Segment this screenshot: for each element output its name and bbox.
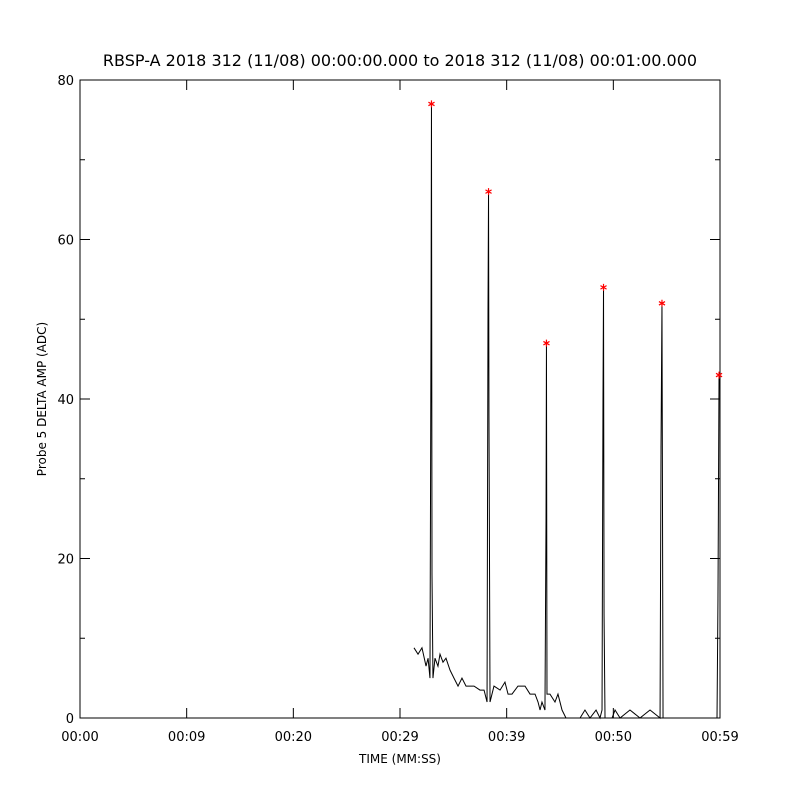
peak-marker — [658, 299, 666, 307]
x-tick-label: 00:39 — [488, 730, 525, 745]
chart-title: RBSP-A 2018 312 (11/08) 00:00:00.000 to … — [103, 51, 697, 70]
x-tick-label: 00:20 — [275, 730, 312, 745]
x-tick-label: 00:00 — [61, 730, 98, 745]
peak-marker — [485, 188, 492, 196]
peak-marker — [428, 100, 435, 108]
y-tick-label: 60 — [57, 234, 74, 249]
x-axis-label: TIME (MM:SS) — [358, 752, 441, 766]
x-tick-label: 00:09 — [168, 730, 205, 745]
y-tick-label: 80 — [57, 74, 74, 89]
peak-marker — [715, 371, 723, 379]
y-tick-label: 20 — [57, 553, 74, 568]
data-line — [413, 103, 720, 720]
x-tick-label: 00:59 — [701, 730, 738, 745]
y-tick-label: 40 — [57, 393, 74, 408]
y-axis-label: Probe 5 DELTA AMP (ADC) — [35, 322, 49, 476]
x-tick-label: 00:50 — [595, 730, 632, 745]
x-tick-label: 00:29 — [381, 730, 418, 745]
peak-marker — [600, 283, 607, 291]
y-tick-label: 0 — [66, 712, 74, 727]
peak-marker — [543, 339, 550, 347]
